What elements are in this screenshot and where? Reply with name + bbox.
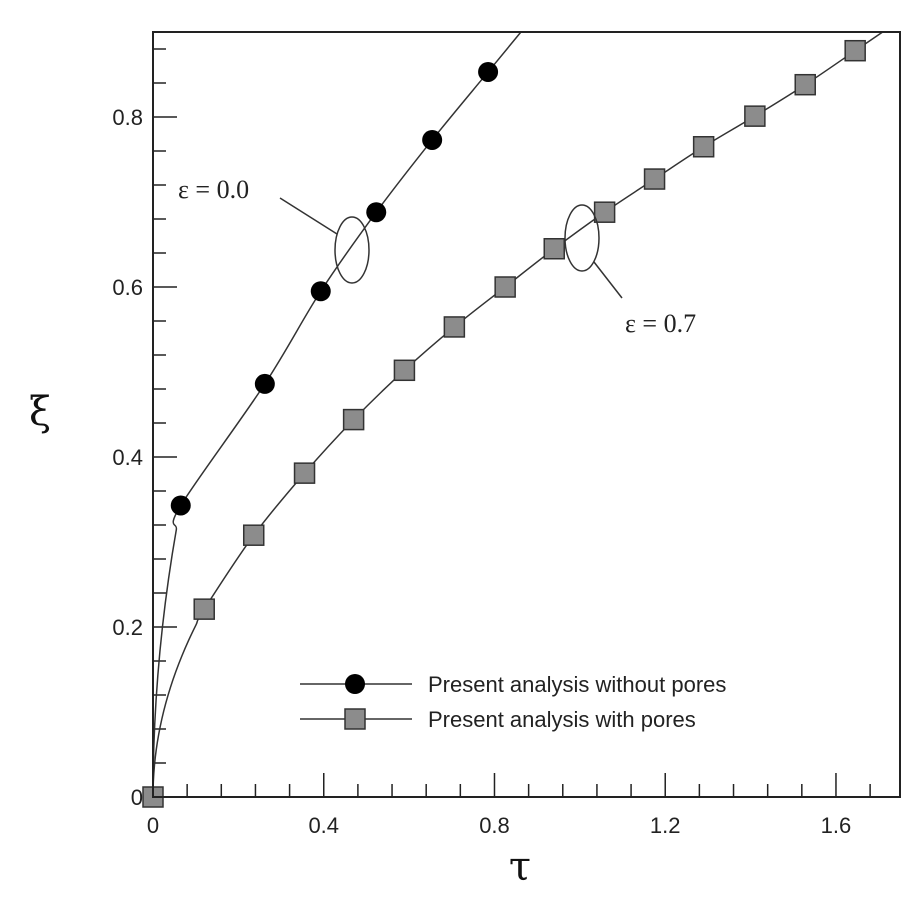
data-point-square — [242, 524, 265, 546]
x-tick-label: 0 — [147, 813, 159, 838]
data-point-circle — [422, 129, 443, 150]
data-point-square — [293, 462, 316, 484]
annotation-label: ε = 0.7 — [625, 309, 696, 338]
data-point-square — [543, 238, 565, 260]
data-point-square — [193, 598, 215, 620]
data-point-square — [494, 276, 516, 298]
legend-label: Present analysis with pores — [428, 707, 696, 732]
data-point-circle — [478, 61, 499, 82]
x-tick-label: 1.6 — [821, 813, 852, 838]
legend-marker-square — [344, 708, 366, 730]
x-axis-title: τ — [509, 844, 531, 890]
legend-item: Present analysis with pores — [300, 707, 696, 732]
y-tick-label: 0.2 — [112, 615, 143, 640]
data-point-circle — [170, 495, 191, 516]
x-tick-label: 1.2 — [650, 813, 681, 838]
data-point-square — [692, 136, 715, 158]
x-tick-label: 0.8 — [479, 813, 510, 838]
y-tick-label: 0.6 — [112, 275, 143, 300]
plot-frame — [152, 31, 901, 798]
data-point-square — [593, 201, 616, 223]
annotation-label: ε = 0.0 — [178, 175, 249, 204]
y-axis-title: ξ — [29, 389, 51, 435]
annotation-eps-0: ε = 0.0 — [178, 175, 370, 284]
data-point-square — [342, 408, 365, 431]
data-point-square — [443, 316, 466, 338]
y-tick-label: 0.8 — [112, 105, 143, 130]
y-tick-label: 0.4 — [112, 445, 143, 470]
data-point-square — [643, 168, 666, 190]
x-tick-label: 0.4 — [308, 813, 339, 838]
data-point-square — [393, 359, 416, 382]
legend-label: Present analysis without pores — [428, 672, 726, 697]
data-point-square — [794, 73, 816, 96]
data-point-square — [744, 105, 766, 127]
y-tick-label: 0 — [131, 785, 143, 810]
legend: Present analysis without pores Present a… — [300, 672, 726, 732]
legend-item: Present analysis without pores — [300, 672, 726, 697]
data-point-circle — [310, 281, 331, 302]
data-point-circle — [254, 373, 275, 394]
data-point-square — [844, 39, 866, 62]
legend-marker-circle — [345, 674, 365, 694]
annotation-eps-07: ε = 0.7 — [564, 204, 696, 338]
data-point-circle — [366, 202, 387, 223]
